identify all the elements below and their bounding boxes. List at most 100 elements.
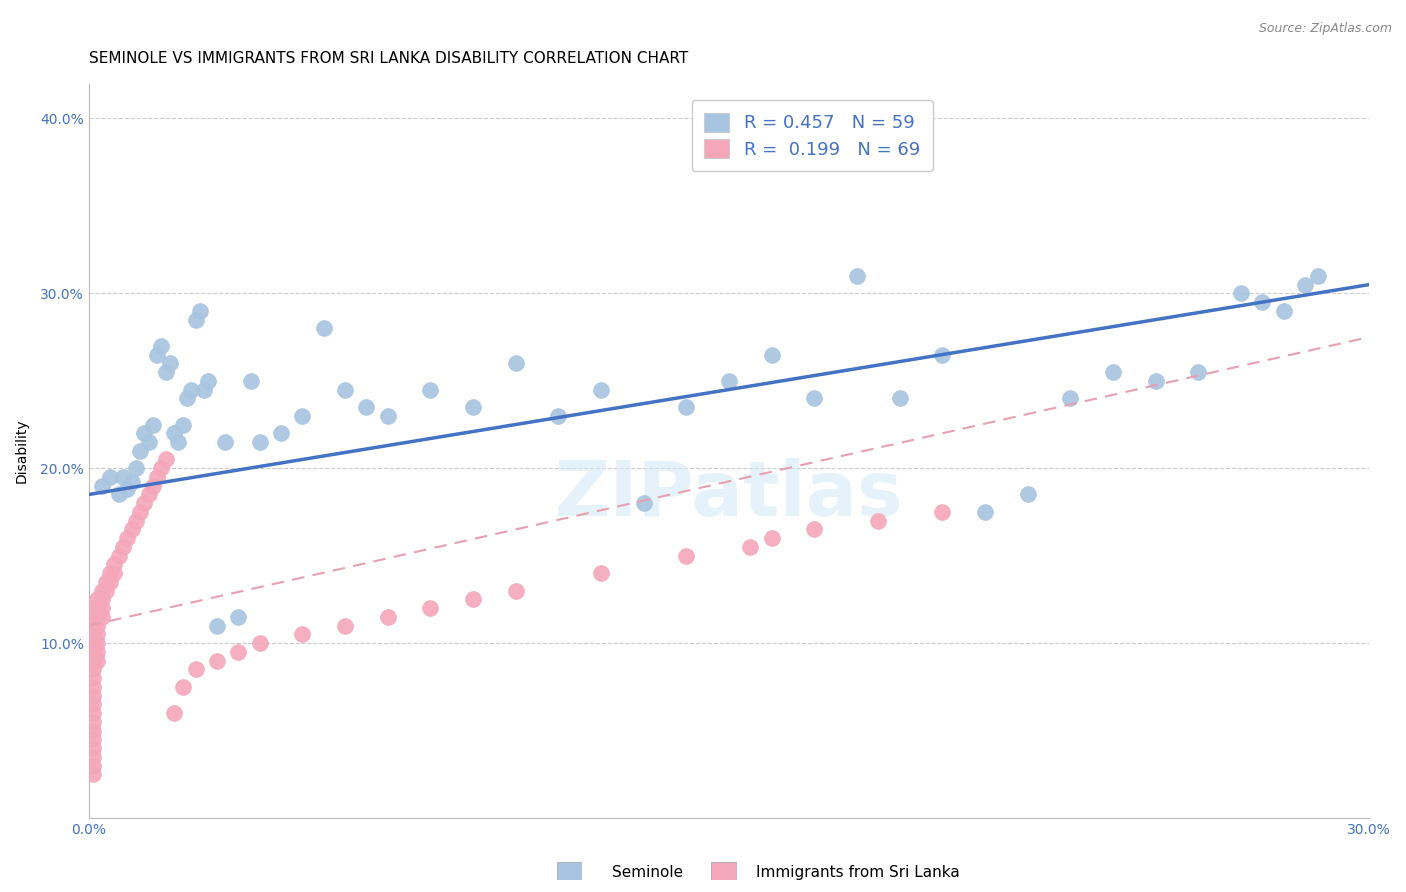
Point (82, 714, 104, 729)
Point (803, 523, 825, 537)
Point (90, 479, 112, 493)
Point (86, 645, 108, 659)
Point (889, 392, 911, 406)
Point (333, 618, 356, 632)
Point (138, 487, 160, 501)
Point (90, 592, 112, 607)
Point (86, 627, 108, 641)
Point (205, 654, 228, 668)
Point (82, 671, 104, 685)
Point (82, 723, 104, 738)
Point (249, 435, 271, 450)
Point (86, 601, 108, 615)
Point (188, 303, 211, 318)
Point (82, 662, 104, 676)
Point (167, 435, 190, 450)
Point (107, 487, 129, 501)
Point (461, 400, 484, 414)
Point (155, 452, 177, 467)
Point (146, 348, 169, 362)
Point (107, 549, 129, 563)
Point (111, 470, 134, 484)
Point (125, 461, 148, 475)
Point (589, 566, 612, 581)
Point (86, 592, 108, 607)
Point (1187, 365, 1209, 379)
Y-axis label: Disability: Disability (15, 418, 30, 483)
Legend: R = 0.457   N = 59, R =  0.199   N = 69: R = 0.457 N = 59, R = 0.199 N = 69 (692, 100, 932, 171)
Point (240, 374, 263, 388)
Point (419, 383, 441, 397)
Point (98, 566, 121, 581)
Point (633, 496, 655, 510)
Point (205, 618, 228, 632)
Point (505, 356, 527, 370)
Text: Source: ZipAtlas.com: Source: ZipAtlas.com (1258, 22, 1392, 36)
Point (82, 601, 104, 615)
Point (82, 654, 104, 668)
Point (1306, 268, 1329, 283)
Point (82, 732, 104, 747)
Text: ZIPatlas: ZIPatlas (555, 458, 903, 532)
Point (129, 443, 152, 458)
Point (505, 583, 527, 598)
Point (117, 531, 139, 545)
Point (184, 662, 207, 676)
Point (103, 566, 125, 581)
Point (82, 680, 104, 694)
Point (86, 636, 108, 650)
Point (125, 514, 148, 528)
Point (86, 610, 108, 624)
Point (142, 479, 165, 493)
Point (82, 627, 104, 641)
Point (974, 505, 997, 519)
Point (117, 482, 139, 496)
Point (184, 312, 207, 326)
Point (354, 400, 377, 414)
Point (868, 514, 890, 528)
Text: Immigrants from Sri Lanka: Immigrants from Sri Lanka (756, 865, 960, 880)
Point (129, 505, 152, 519)
Point (419, 601, 441, 615)
Text: Seminole: Seminole (612, 865, 683, 880)
Point (90, 583, 112, 598)
Point (1230, 286, 1253, 301)
Point (675, 549, 697, 563)
Point (82, 749, 104, 764)
Point (150, 339, 173, 353)
Point (1144, 374, 1167, 388)
Point (1251, 295, 1274, 310)
Point (291, 409, 314, 423)
Point (86, 618, 108, 632)
Point (90, 601, 112, 615)
Point (589, 383, 612, 397)
Point (163, 426, 186, 441)
Point (121, 523, 143, 537)
Point (377, 409, 399, 423)
Point (1059, 392, 1081, 406)
Point (82, 636, 104, 650)
Point (761, 531, 783, 545)
Point (761, 348, 783, 362)
Point (172, 417, 194, 432)
Point (1272, 303, 1295, 318)
Point (86, 654, 108, 668)
Point (82, 618, 104, 632)
Point (333, 383, 356, 397)
Point (846, 268, 869, 283)
Point (176, 392, 198, 406)
Point (155, 365, 177, 379)
Point (82, 689, 104, 703)
Point (291, 627, 314, 641)
Point (270, 426, 292, 441)
Point (94, 574, 117, 589)
Point (134, 496, 156, 510)
Point (138, 435, 160, 450)
Point (121, 475, 143, 490)
Point (377, 610, 399, 624)
Point (82, 741, 104, 756)
Point (717, 374, 740, 388)
Point (1294, 277, 1316, 292)
Point (180, 383, 202, 397)
Point (103, 558, 125, 572)
